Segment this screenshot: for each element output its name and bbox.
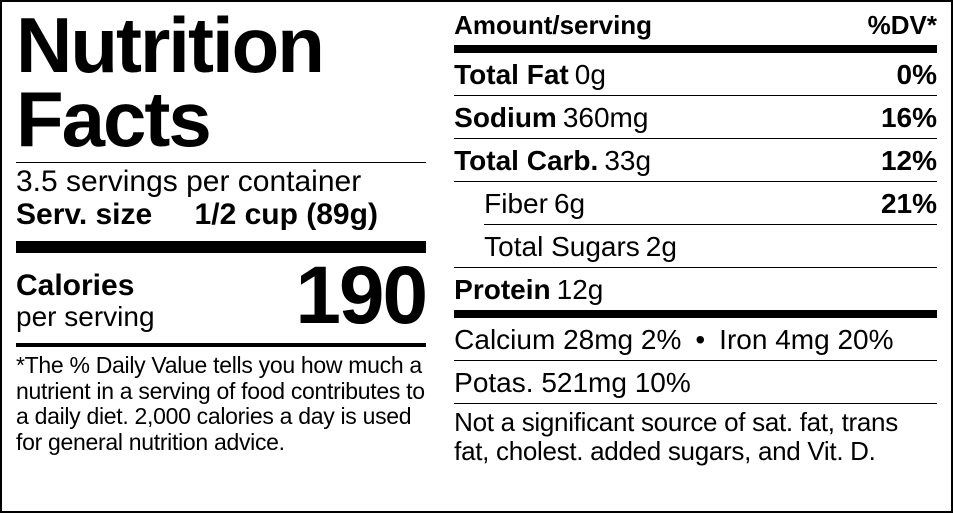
- mineral-iron: Iron 4mg 20%: [719, 324, 893, 356]
- serving-size-value: 1/2 cup (89g): [195, 198, 378, 231]
- mineral-calcium: Calcium 28mg 2%: [454, 324, 681, 356]
- calories-sublabel: per serving: [16, 301, 155, 333]
- nutrient-amount: 0g: [575, 59, 606, 91]
- nutrient-amount: 6g: [554, 188, 585, 220]
- calories-value: 190: [295, 259, 426, 333]
- nutrient-name: Total Carb.: [454, 145, 598, 177]
- nutrient-name: Total Fat: [454, 59, 569, 91]
- right-column: Amount/serving %DV* Total Fat 0g 0% Sodi…: [440, 2, 951, 511]
- title-line-2: Facts: [16, 75, 210, 163]
- nutrient-amount: 360mg: [563, 102, 649, 134]
- nutrient-dv: 0%: [897, 59, 937, 91]
- nutrient-name: Protein: [454, 274, 550, 306]
- nutrient-dv: 16%: [881, 102, 937, 134]
- divider: [16, 162, 426, 163]
- divider: [454, 45, 937, 53]
- bullet-separator: •: [695, 324, 705, 356]
- minerals-row-2: Potas. 521mg 10%: [454, 361, 937, 403]
- nutrient-row-total-sugars: Total Sugars 2g: [454, 225, 937, 267]
- nutrient-dv: 21%: [881, 188, 937, 220]
- nutrient-name: Total Sugars: [484, 231, 640, 263]
- dv-footnote: *The % Daily Value tells you how much a …: [16, 353, 426, 456]
- calories-label: Calories: [16, 271, 155, 301]
- calories-label-block: Calories per serving: [16, 271, 155, 333]
- amount-header-left: Amount/serving: [454, 10, 652, 41]
- nutrient-amount: 2g: [646, 231, 677, 263]
- servings-per-container: 3.5 servings per container: [16, 165, 426, 198]
- left-column: Nutrition Facts 3.5 servings per contain…: [2, 2, 440, 511]
- nutrient-dv: 12%: [881, 145, 937, 177]
- nutrient-row-fiber: Fiber 6g 21%: [454, 182, 937, 224]
- divider: [454, 310, 937, 318]
- minerals-row-1: Calcium 28mg 2% • Iron 4mg 20%: [454, 318, 937, 360]
- amount-header-row: Amount/serving %DV*: [454, 8, 937, 45]
- nutrient-row-sodium: Sodium 360mg 16%: [454, 96, 937, 138]
- nutrient-name: Sodium: [454, 102, 557, 134]
- not-significant-note: Not a significant source of sat. fat, tr…: [454, 404, 937, 466]
- nutrient-amount: 33g: [604, 145, 651, 177]
- mineral-potassium: Potas. 521mg 10%: [454, 367, 691, 399]
- amount-header-right: %DV*: [868, 10, 937, 41]
- divider: [16, 343, 426, 347]
- panel-title: Nutrition Facts: [16, 8, 426, 156]
- nutrient-row-protein: Protein 12g: [454, 268, 937, 310]
- nutrient-row-total-carb: Total Carb. 33g 12%: [454, 139, 937, 181]
- nutrition-facts-panel: Nutrition Facts 3.5 servings per contain…: [0, 0, 953, 513]
- serving-size-label: Serv. size: [16, 198, 152, 231]
- nutrient-row-total-fat: Total Fat 0g 0%: [454, 53, 937, 95]
- calories-row: Calories per serving 190: [16, 259, 426, 333]
- nutrient-amount: 12g: [557, 274, 604, 306]
- serving-size: Serv. size 1/2 cup (89g): [16, 198, 426, 231]
- nutrient-name: Fiber: [484, 188, 548, 220]
